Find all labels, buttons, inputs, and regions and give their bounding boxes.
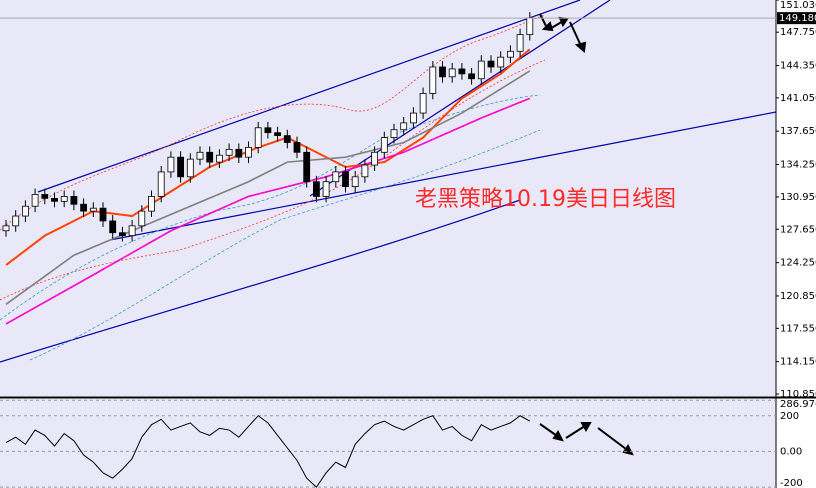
indicator-panel	[0, 399, 776, 488]
candle-body	[468, 73, 476, 80]
candle-body	[390, 129, 398, 138]
bollinger-outer	[0, 94, 541, 361]
y-tick-label: 147.750	[780, 27, 816, 38]
candle-body	[409, 112, 417, 124]
candle-body	[51, 197, 58, 202]
last-price-box	[777, 12, 816, 25]
candle-body	[138, 210, 146, 227]
candle-body	[235, 148, 243, 158]
candle-body	[31, 194, 39, 207]
y-tick-label: 134.250	[780, 160, 816, 171]
candle-body	[41, 194, 49, 199]
candle-body	[400, 122, 408, 131]
candle-body	[361, 164, 369, 178]
candle-body	[322, 181, 330, 197]
candle-body	[516, 34, 524, 52]
candle-body	[206, 151, 214, 163]
candle-body	[215, 154, 223, 163]
candle-body	[148, 196, 155, 212]
moving-average	[5, 97, 531, 325]
candle-body	[186, 158, 194, 178]
candle-body	[497, 56, 505, 68]
candle-body	[371, 151, 379, 166]
candle-body	[526, 17, 534, 36]
candle-body	[283, 135, 291, 143]
candle-body	[119, 232, 126, 237]
candle-body	[264, 127, 272, 134]
candle-body	[245, 146, 252, 158]
candle-body	[439, 66, 446, 78]
candle-body	[380, 137, 388, 153]
y-tick-label: 151.030	[780, 0, 816, 11]
candle-body	[303, 151, 311, 183]
y-tick-label: 130.950	[780, 192, 816, 203]
y-tick-label: 117.550	[780, 323, 816, 334]
y-tick-label: 137.650	[780, 126, 816, 137]
chart-title: 老黑策略10.19美日日线图	[415, 187, 676, 212]
candle-body	[80, 203, 87, 212]
candle-body	[477, 60, 485, 80]
candle-body	[167, 156, 175, 173]
candle-body	[109, 220, 117, 234]
y-tick-label: 144.350	[780, 61, 816, 72]
indicator-line	[5, 415, 531, 488]
candle-body	[312, 181, 320, 197]
candle-body	[419, 93, 427, 114]
indicator-tick-label: 200	[780, 411, 799, 422]
y-tick-label: 110.850	[780, 389, 816, 400]
bollinger-upper	[0, 14, 546, 301]
candle-body	[2, 225, 10, 232]
candle-body	[99, 207, 107, 222]
candle-body	[196, 151, 204, 160]
candle-body	[332, 171, 340, 183]
candle-body	[89, 207, 97, 212]
candle-body	[70, 196, 78, 205]
candle-body	[448, 68, 456, 78]
candle-body	[342, 171, 349, 188]
candle-body	[157, 171, 165, 197]
candle-body	[21, 205, 29, 217]
candle-body	[487, 60, 495, 68]
y-tick-label: 141.050	[780, 93, 816, 104]
candle-body	[429, 66, 437, 94]
y-tick-label: 120.850	[780, 291, 816, 302]
last-price-label: 149.180	[779, 13, 816, 24]
moving-average	[5, 70, 531, 305]
candle-body	[128, 225, 136, 237]
candle-body	[351, 176, 359, 188]
indicator-tick-label: 286.9768	[780, 399, 816, 410]
candle-body	[254, 127, 262, 148]
y-tick-label: 124.250	[780, 258, 816, 269]
candle-body	[12, 215, 20, 227]
y-tick-label: 114.150	[780, 357, 816, 368]
candle-body	[458, 68, 466, 75]
arrows	[539, 13, 634, 456]
trend-lines	[0, 0, 777, 363]
indicator-tick-label: -200	[780, 478, 803, 488]
candle-body	[506, 50, 514, 58]
candle-body	[225, 148, 233, 156]
candle-body	[274, 132, 282, 137]
main-panel	[0, 0, 776, 396]
candle-body	[293, 142, 301, 153]
y-tick-label: 127.650	[780, 224, 816, 235]
candle-body	[177, 156, 185, 178]
candle-body	[60, 196, 68, 202]
indicator-tick-label: 0.00	[780, 446, 802, 457]
